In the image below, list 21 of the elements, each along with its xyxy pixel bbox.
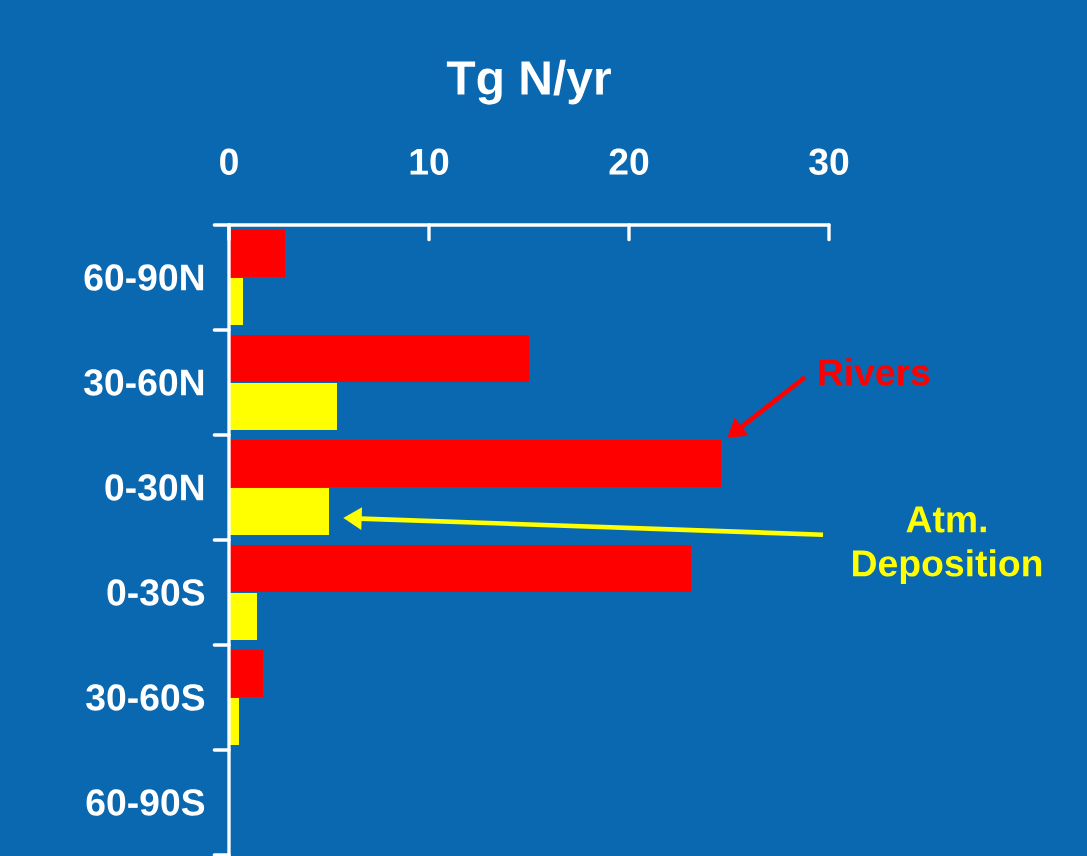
- bar: [229, 382, 337, 430]
- bar: [229, 439, 722, 487]
- bar: [229, 334, 530, 382]
- x-tick-label: 10: [410, 148, 449, 175]
- bar: [229, 229, 285, 277]
- x-tick-label: 0: [220, 148, 238, 175]
- y-tick-label: 30-60S: [86, 684, 205, 711]
- y-tick-label: 0-30S: [107, 579, 205, 606]
- x-tick-label: 20: [609, 148, 649, 175]
- bar: [229, 592, 257, 640]
- x-axis-title: Tg N/yr: [446, 59, 611, 105]
- x-tick-label: 30: [809, 148, 849, 175]
- bar: [229, 487, 329, 535]
- y-tick-label: 60-90N: [84, 264, 204, 291]
- y-tick-label: 60-90S: [86, 789, 205, 816]
- y-tick-label: 0-30N: [105, 474, 204, 501]
- text: Atm. Deposition: [853, 506, 1042, 584]
- y-tick-label: 30-60N: [84, 369, 204, 396]
- bar: [229, 649, 263, 697]
- bar: [229, 544, 692, 592]
- text: Rivers: [819, 358, 930, 386]
